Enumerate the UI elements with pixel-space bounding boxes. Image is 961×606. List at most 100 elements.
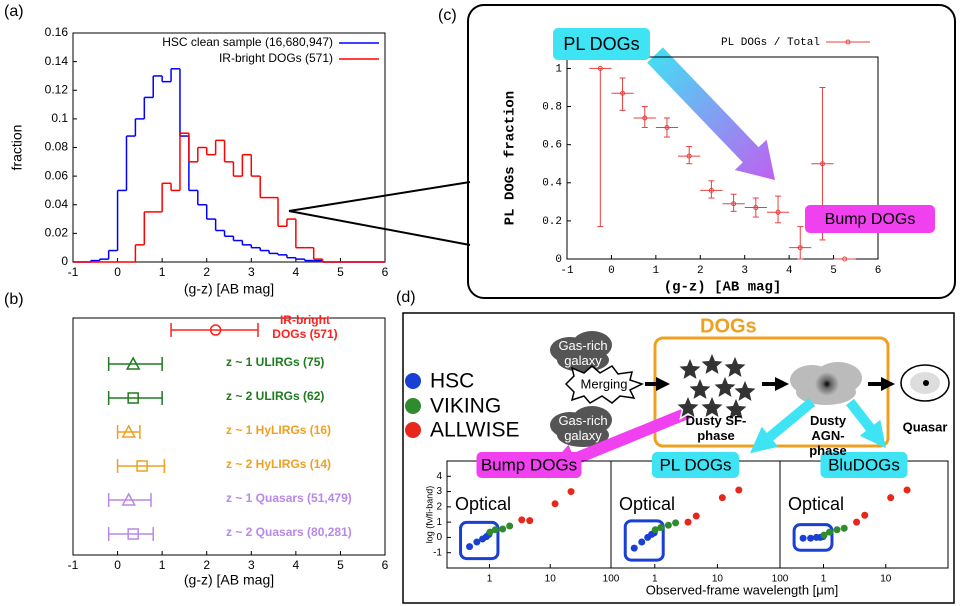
plot-frame [566, 56, 879, 260]
y-tick-label: 2 [436, 501, 442, 512]
x-axis-label: (g-z) [AB mag] [184, 281, 274, 297]
star-icon [697, 393, 727, 421]
node-label: Quasar [903, 419, 948, 434]
x-tick-label: 0 [114, 558, 121, 572]
legend-label: HSC clean sample (16,680,947) [162, 35, 333, 49]
x-tick-label: 2 [203, 265, 210, 279]
x-tick-label: 1 [653, 265, 660, 277]
data-point [819, 161, 825, 167]
sed-point [853, 518, 861, 526]
y-axis-label: PL DOGs fraction [503, 91, 519, 225]
y-tick-label: 0.14 [45, 54, 69, 68]
y-tick-label: 0.06 [45, 168, 69, 182]
callout-line [288, 210, 471, 246]
x-tick-label: 5 [830, 265, 837, 277]
legend-label: PL DOGs / Total [721, 37, 820, 49]
y-tick-label: 0.08 [45, 140, 69, 154]
node-label: Dusty AGN-phase [809, 413, 847, 458]
title-box [476, 452, 582, 478]
marker [127, 392, 139, 404]
legend-dot [405, 373, 421, 389]
star-icon [697, 350, 727, 378]
x-tick-label: 1 [821, 574, 827, 585]
sed-point [735, 486, 743, 494]
y-tick-label: 0.8 [542, 101, 562, 113]
sed-point [887, 494, 895, 502]
x-tick-label: -1 [560, 265, 574, 277]
star-icon [721, 395, 751, 423]
x-tick-label: -1 [68, 558, 79, 572]
x-tick-label: 2 [203, 558, 210, 572]
y-axis-label: fraction [9, 125, 25, 171]
panel-label: (c) [438, 7, 457, 24]
data-point [708, 187, 714, 193]
x-tick-label: 5 [337, 558, 344, 572]
y-tick-label: 0.2 [542, 216, 562, 228]
y-tick-label: 0.02 [45, 226, 69, 240]
sed-point [807, 534, 815, 542]
sed-point [466, 543, 474, 551]
data-point [686, 153, 692, 159]
category-label: z ~ 1 ULIRGs (75) [226, 355, 325, 369]
x-tick-label: 100 [603, 574, 620, 585]
y-tick-label: 3 [436, 486, 442, 497]
y-tick-label: 0 [61, 254, 68, 268]
sed-point [651, 526, 659, 534]
y-tick-label: 0.6 [542, 140, 562, 152]
x-tick-label: 10 [545, 574, 557, 585]
category-label: z ~ 2 Quasars (80,281) [226, 525, 352, 539]
title-box [652, 452, 739, 478]
optical-box [459, 520, 500, 561]
panel-label: (a) [4, 3, 24, 20]
y-tick-label: -1 [433, 547, 442, 558]
x-axis-label: (g-z) [AB mag] [664, 280, 782, 296]
data-point [664, 125, 670, 131]
x-tick-label: -1 [68, 265, 79, 279]
category-label: z ~ 1 Quasars (51,479) [226, 491, 352, 505]
star-icon [730, 377, 760, 405]
x-tick-label: 3 [248, 265, 255, 279]
y-tick-label: 0.16 [45, 25, 69, 39]
sed-point [473, 538, 481, 546]
marker [209, 324, 222, 336]
class-arrow [846, 398, 886, 449]
sed-point [684, 518, 692, 526]
sed-point [638, 538, 646, 546]
class-arrow [749, 398, 816, 454]
cloud [550, 331, 612, 447]
sed-point [826, 528, 834, 536]
y-tick-label: 0 [555, 254, 562, 266]
category-label: z ~ 2 ULIRGs (62) [226, 389, 325, 403]
sed-point [551, 500, 559, 508]
x-tick-label: 10 [880, 574, 892, 585]
chart-title: BluDOGs [828, 455, 900, 474]
star-icon [673, 393, 703, 421]
panel-c-frame [467, 4, 956, 299]
sed-point [692, 512, 700, 520]
annotation: Optical [455, 494, 511, 514]
legend-label: VIKING [430, 395, 501, 418]
data-point [620, 90, 626, 96]
title-box [820, 452, 908, 478]
panel-label: (d) [396, 289, 416, 306]
y-tick-label: 0 [436, 532, 442, 543]
panel-d-frame [402, 312, 955, 604]
sed-point [840, 524, 848, 532]
annotation: Optical [788, 494, 844, 514]
sed-point [630, 544, 638, 552]
x-tick-label: 4 [786, 265, 793, 277]
sed-point [718, 494, 726, 502]
x-tick-label: 4 [293, 558, 300, 572]
star-icon [720, 353, 750, 381]
callout-line [288, 181, 471, 212]
y-tick-label: 0.12 [45, 82, 69, 96]
annotation: Bump DOGs [825, 211, 916, 228]
data-point [797, 245, 803, 251]
y-tick-label: 4 [436, 471, 442, 482]
node-label: Merging [581, 376, 628, 391]
x-tick-label: 2 [697, 265, 704, 277]
sed-point [499, 525, 507, 533]
annotation-box [553, 28, 650, 60]
marker [121, 492, 136, 506]
